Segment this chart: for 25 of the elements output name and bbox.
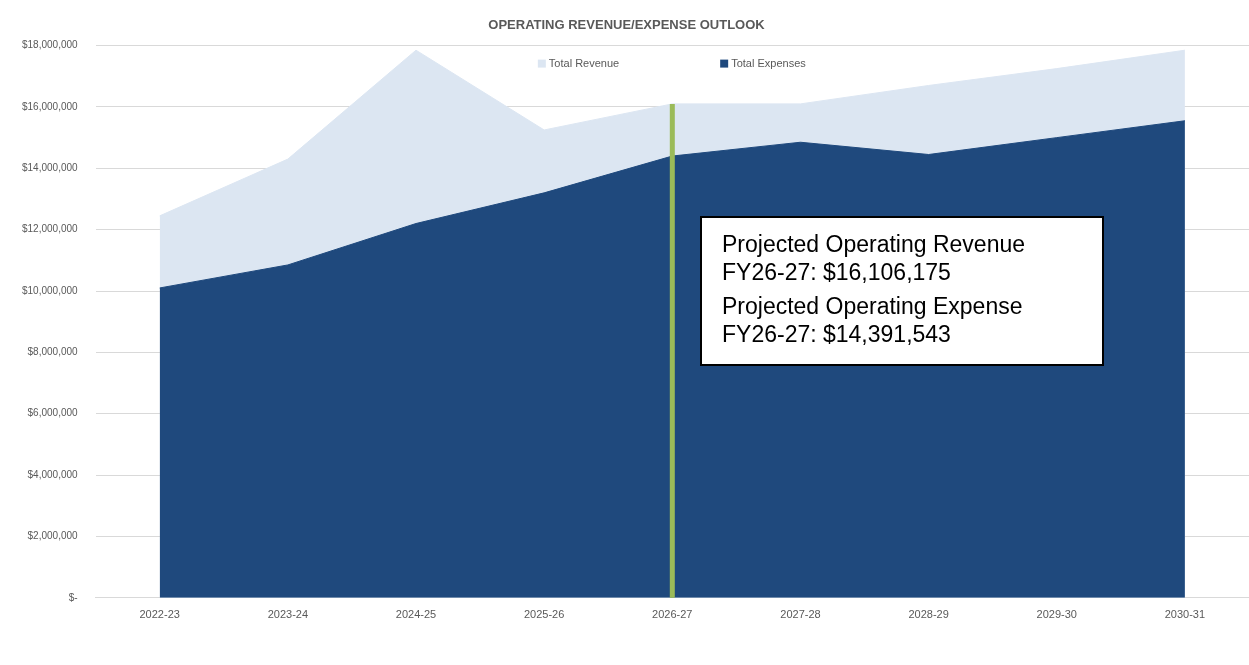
x-tick-label: 2024-25 [395, 608, 437, 621]
y-tick-label: $- [68, 591, 78, 603]
x-tick-label: 2023-24 [267, 608, 309, 621]
chart-title: OPERATING REVENUE/EXPENSE OUTLOOK [488, 17, 766, 33]
y-tick-label: $4,000,000 [27, 468, 79, 480]
text-box: Projected Operating Revenue FY26-27: $16,106,175 Projected Operating Expense FY26-27: $14,391,543 [700, 216, 1104, 366]
legend-label: Total Expenses [731, 56, 807, 69]
x-tick-label: 2029-30 [1036, 608, 1077, 621]
y-tick-label: $10,000,000 [21, 284, 79, 296]
y-tick-label: $18,000,000 [21, 39, 79, 51]
x-tick-label: 2028-29 [908, 608, 949, 621]
x-tick-label: 2030-31 [1164, 608, 1206, 621]
y-tick-label: $6,000,000 [27, 407, 79, 419]
x-tick-label: 2026-27 [652, 608, 693, 621]
y-tick-label: $12,000,000 [21, 223, 79, 235]
y-tick-label: $14,000,000 [21, 162, 79, 174]
annotation: Projected Operating Revenue FY26-27: $16,106,175 [722, 230, 1027, 286]
x-tick-label: 2022-23 [139, 608, 180, 621]
legend-label: Total Revenue [548, 56, 620, 69]
y-tick-label: $2,000,000 [27, 530, 79, 542]
y-tick-label: $8,000,000 [27, 346, 79, 358]
x-tick-label: 2025-26 [523, 608, 565, 621]
y-tick-label: $16,000,000 [21, 100, 79, 112]
x-tick-label: 2027-28 [780, 608, 821, 621]
annotation: Projected Operating Expense FY26-27: $14,391,543 [722, 292, 1024, 348]
